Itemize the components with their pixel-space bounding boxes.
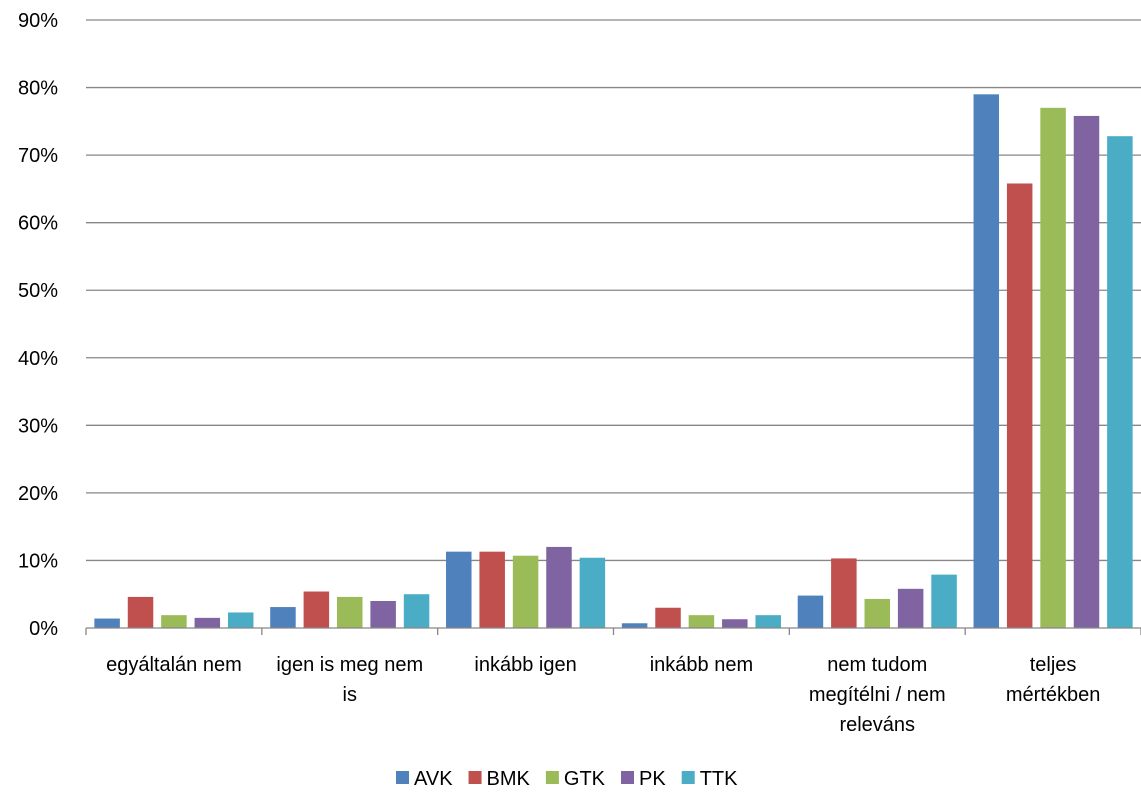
- x-category-label: teljes mértékben: [1006, 654, 1101, 706]
- y-tick-label: 70%: [18, 145, 58, 167]
- legend-label: GTK: [564, 768, 606, 790]
- legend-item-bmk: BMK: [468, 768, 531, 790]
- bar-avk: [270, 607, 296, 628]
- bar-gtk: [1040, 107, 1066, 629]
- bar-pk: [897, 588, 924, 628]
- legend-item-avk: AVK: [396, 768, 453, 790]
- bar-bmk: [303, 591, 330, 628]
- bar-bmk: [655, 607, 681, 628]
- bar-bmk: [1006, 183, 1033, 629]
- gridlines: [86, 19, 1141, 562]
- bar-gtk: [337, 596, 363, 628]
- legend-swatch: [468, 771, 482, 784]
- legend-label: TTK: [700, 768, 738, 790]
- x-category-label: inkább nem: [650, 654, 753, 676]
- bar-ttk: [227, 612, 254, 628]
- legend-label: BMK: [487, 768, 531, 790]
- bar-gtk: [161, 615, 187, 628]
- legend-swatch: [621, 771, 635, 784]
- legend-item-pk: PK: [621, 768, 666, 790]
- y-tick-label: 60%: [18, 213, 58, 235]
- bar-avk: [621, 623, 648, 628]
- x-axis: [85, 627, 1141, 635]
- y-tick-label: 20%: [18, 483, 58, 505]
- bar-avk: [94, 618, 120, 628]
- y-tick-label: 10%: [18, 550, 58, 572]
- bar-ttk: [755, 615, 781, 628]
- bar-bmk: [479, 551, 505, 628]
- legend-label: PK: [639, 768, 666, 790]
- legend-item-ttk: TTK: [681, 768, 738, 790]
- bar-bmk: [127, 596, 154, 628]
- y-tick-label: 40%: [18, 348, 58, 370]
- bar-pk: [722, 619, 748, 628]
- bar-pk: [194, 617, 221, 628]
- legend-swatch: [396, 771, 409, 784]
- y-tick-label: 50%: [18, 280, 58, 302]
- bar-pk: [1073, 115, 1100, 628]
- y-tick-label: 90%: [18, 10, 58, 32]
- legend-item-gtk: GTK: [545, 768, 606, 790]
- legend-label: AVK: [414, 768, 453, 790]
- bar-gtk: [688, 615, 715, 628]
- bar-ttk: [1107, 136, 1133, 628]
- legend-swatch: [681, 771, 695, 784]
- bar-bmk: [831, 558, 857, 628]
- bar-gtk: [864, 598, 890, 628]
- bar-ttk: [579, 557, 606, 628]
- y-axis-tick-labels: 0% 10% 20% 30% 40% 50% 60% 70% 80% 90%: [18, 10, 58, 640]
- bar-pk: [370, 600, 396, 628]
- bars: [94, 94, 1133, 629]
- y-tick-label: 80%: [18, 78, 58, 100]
- bar-avk: [973, 94, 1000, 629]
- y-tick-label: 0%: [29, 618, 58, 640]
- x-axis-category-labels: egyáltalán nem igen is meg nem is inkább ig…: [106, 654, 1100, 736]
- bar-avk: [446, 551, 472, 628]
- bar-pk: [546, 546, 572, 628]
- x-category-label: igen is meg nem is: [276, 654, 423, 706]
- x-category-label: egyáltalán nem: [106, 654, 242, 676]
- bar-avk: [797, 595, 824, 628]
- x-category-label: inkább igen: [474, 654, 576, 676]
- bar-ttk: [403, 594, 430, 628]
- legend-swatch: [545, 771, 559, 784]
- legend: AVK BMK GTK PK TTK: [396, 768, 738, 790]
- x-category-label: nem tudom megítélni / nem releváns: [809, 654, 946, 736]
- y-tick-label: 30%: [18, 415, 58, 437]
- bar-ttk: [931, 574, 957, 628]
- bar-gtk: [512, 555, 539, 628]
